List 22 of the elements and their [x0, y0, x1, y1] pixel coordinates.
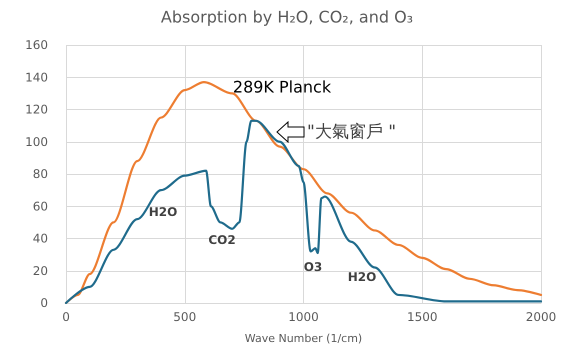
annotation: 289K Planck: [232, 78, 332, 96]
y-tick-label: 60: [32, 199, 48, 214]
y-tick-label: 0: [40, 296, 48, 310]
y-tick-label: 100: [25, 134, 48, 149]
annotation: O3: [304, 260, 322, 274]
annotation: H2O: [148, 205, 178, 219]
annotation: "大氣窗戶 ": [307, 122, 396, 142]
x-tick-label: 2000: [526, 310, 556, 324]
y-tick-label: 120: [25, 102, 48, 116]
x-tick-label: 500: [173, 310, 196, 324]
x-tick-label: 1000: [288, 310, 319, 324]
y-tick-label: 20: [32, 264, 48, 278]
y-tick-label: 140: [25, 70, 48, 84]
x-axis-title: Wave Number (1/cm): [244, 332, 362, 345]
x-tick-label: 0: [62, 310, 70, 324]
y-tick-label: 40: [32, 232, 48, 246]
annotation: CO2: [208, 233, 236, 247]
y-tick-label: 160: [25, 38, 48, 52]
annotation: H2O: [348, 270, 376, 284]
x-tick-label: 1500: [406, 310, 438, 324]
y-tick-label: 80: [32, 167, 48, 181]
chart-title: Absorption by H₂O, CO₂, and O₃: [160, 8, 414, 26]
